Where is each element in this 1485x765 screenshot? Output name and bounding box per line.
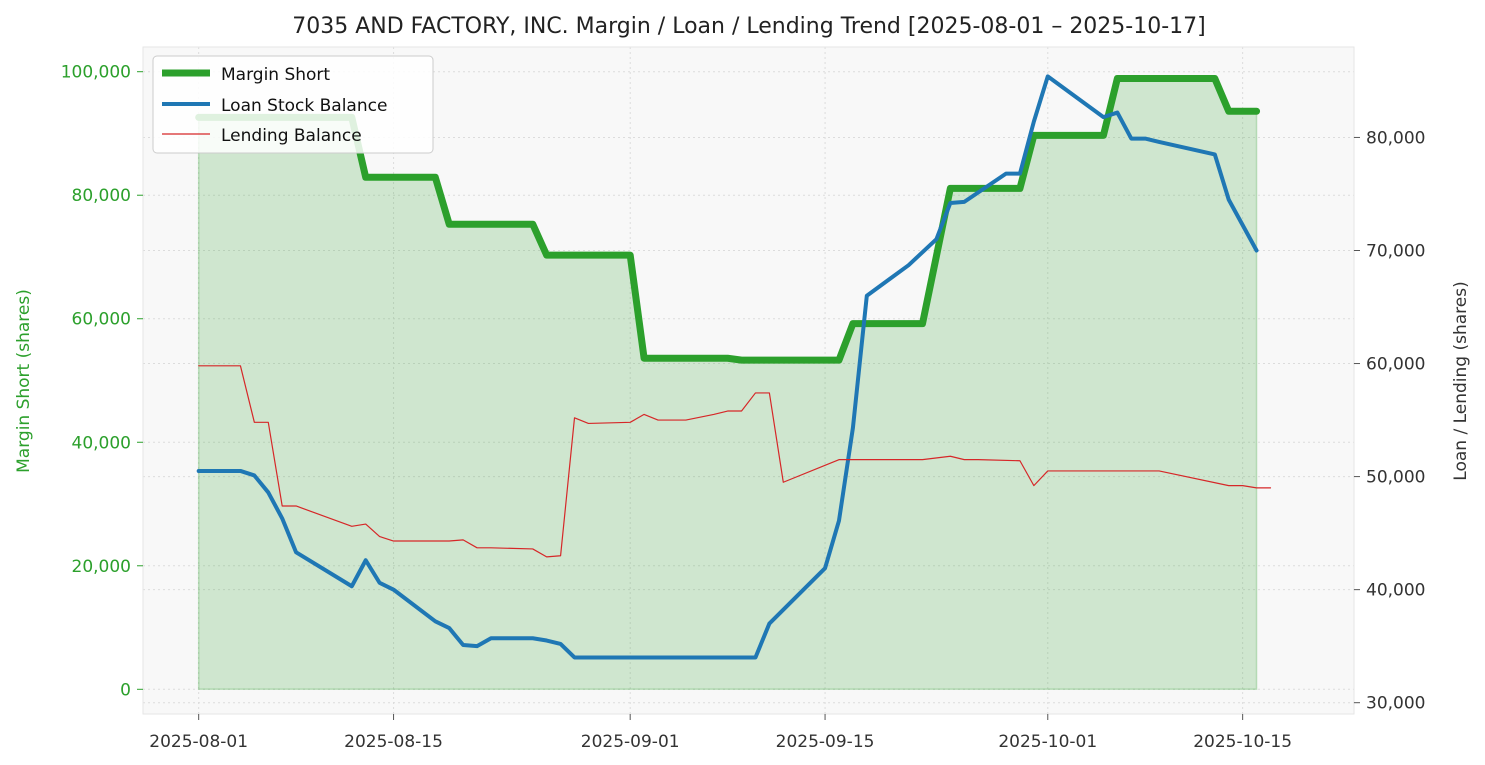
y-right-tick-label: 40,000	[1366, 581, 1425, 601]
y-axis-left: 0 20,000 40,000 60,000 80,000 100,000	[61, 63, 143, 700]
legend-label-loan-stock-balance: Loan Stock Balance	[221, 96, 387, 116]
plot-frame	[142, 46, 1355, 715]
series-layer	[195, 74, 1272, 691]
y-right-tick-label: 50,000	[1366, 468, 1425, 488]
series-line-loan-stock-balance	[196, 74, 1259, 660]
y-right-tick-label: 70,000	[1366, 241, 1425, 261]
series-line-lending-balance	[198, 365, 1272, 558]
x-tick-label: 2025-09-01	[581, 732, 680, 752]
y-left-tick-label: 60,000	[72, 310, 131, 330]
legend-label-lending-balance: Lending Balance	[221, 126, 362, 146]
x-tick-label: 2025-08-01	[149, 732, 248, 752]
y-left-tick-label: 20,000	[72, 557, 131, 577]
x-tick-label: 2025-09-15	[776, 732, 875, 752]
x-axis: 2025-08-01 2025-08-15 2025-09-01 2025-09-15…	[149, 714, 1292, 752]
plot-area	[143, 47, 1354, 714]
y-right-tick-label: 60,000	[1366, 355, 1425, 375]
y-left-tick-label: 0	[120, 680, 131, 700]
x-tick-label: 2025-10-01	[998, 732, 1097, 752]
legend-label-margin-short: Margin Short	[221, 65, 330, 85]
y-right-tick-label: 30,000	[1366, 694, 1425, 714]
y-axis-right: 30,000 40,000 50,000 60,000 70,000 80,000	[1354, 128, 1425, 714]
y-left-tick-label: 80,000	[72, 186, 131, 206]
y-left-tick-label: 40,000	[72, 433, 131, 453]
x-tick-label: 2025-10-15	[1193, 732, 1292, 752]
legend-box	[152, 55, 434, 154]
x-tick-label: 2025-08-15	[344, 732, 443, 752]
y-left-tick-label: 100,000	[61, 63, 131, 83]
y-axis-right-label: Loan / Lending (shares)	[1451, 281, 1471, 480]
y-axis-left-label: Margin Short (shares)	[14, 289, 34, 473]
chart-title: 7035 AND FACTORY, INC. Margin / Loan / L…	[292, 14, 1206, 39]
series-line-margin-short	[195, 74, 1261, 364]
y-right-tick-label: 80,000	[1366, 128, 1425, 148]
legend: Margin Short Loan Stock Balance Lending …	[152, 55, 434, 154]
